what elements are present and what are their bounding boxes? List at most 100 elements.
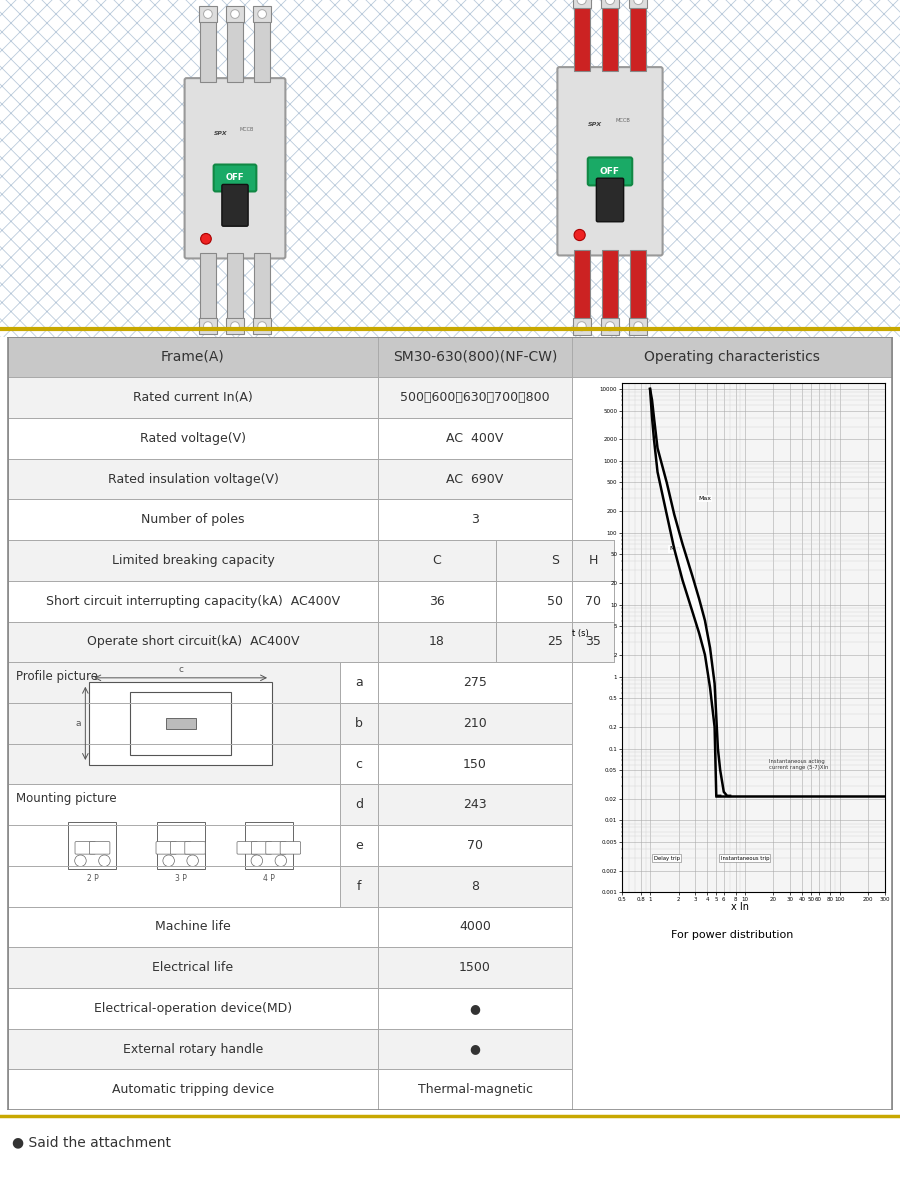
Bar (630, 249, 646, 320)
Text: Limited breaking capacity: Limited breaking capacity (112, 554, 274, 567)
Text: ●: ● (470, 1001, 481, 1014)
Bar (130, 692, 231, 755)
Bar (199, 6, 217, 22)
Bar (166, 718, 195, 729)
Text: Delay trip: Delay trip (653, 855, 680, 861)
Bar (340, 703, 378, 744)
Circle shape (203, 321, 212, 331)
Circle shape (577, 321, 586, 331)
Bar (378, 744, 572, 784)
Bar (496, 540, 614, 581)
FancyBboxPatch shape (184, 78, 285, 259)
Bar (378, 1029, 572, 1070)
Text: Min: Min (670, 547, 680, 552)
Text: 50: 50 (547, 595, 563, 608)
Bar (572, 540, 614, 581)
Circle shape (251, 855, 263, 867)
Text: SM30-630(800)(NF-CW): SM30-630(800)(NF-CW) (392, 350, 557, 364)
Bar (8, 458, 378, 500)
Text: External rotary handle: External rotary handle (123, 1043, 263, 1056)
Text: c: c (178, 665, 183, 674)
Bar (200, 15, 216, 83)
Bar (378, 663, 572, 703)
Text: 3 P: 3 P (175, 874, 186, 883)
Circle shape (577, 0, 586, 5)
Text: a: a (76, 719, 81, 727)
Text: Profile picture: Profile picture (16, 671, 98, 684)
Bar (601, 318, 619, 334)
Bar (572, 0, 590, 8)
Bar (8, 947, 378, 988)
Text: AC  690V: AC 690V (446, 472, 504, 485)
Bar (8, 337, 378, 377)
Text: ●: ● (470, 1043, 481, 1056)
Bar (8, 418, 378, 458)
Text: Frame(A): Frame(A) (161, 350, 225, 364)
Bar (378, 988, 572, 1029)
Bar (602, 249, 618, 320)
Text: Thermal-magnetic: Thermal-magnetic (418, 1083, 533, 1096)
FancyBboxPatch shape (156, 842, 176, 854)
Bar (340, 663, 378, 703)
Bar (68, 822, 116, 869)
Bar (8, 663, 340, 784)
Text: Mounting picture: Mounting picture (16, 792, 117, 805)
Bar (378, 866, 572, 907)
Bar (378, 1070, 572, 1110)
Text: Machine life: Machine life (155, 920, 231, 933)
Bar (378, 947, 572, 988)
Bar (378, 458, 572, 500)
Bar (255, 15, 270, 83)
Bar (630, 1, 646, 71)
Text: c: c (356, 757, 363, 770)
Bar (89, 681, 272, 765)
Bar (255, 253, 270, 320)
Text: MCCB: MCCB (239, 128, 254, 132)
Bar (8, 1029, 378, 1070)
Text: 70: 70 (585, 595, 601, 608)
Bar (340, 744, 378, 784)
Bar (8, 581, 378, 621)
FancyBboxPatch shape (597, 178, 624, 222)
Text: f: f (356, 880, 361, 893)
Text: Operate short circuit(kA)  AC400V: Operate short circuit(kA) AC400V (86, 635, 299, 648)
Bar (8, 988, 378, 1029)
Text: 2 P: 2 P (86, 874, 98, 883)
Bar (8, 621, 378, 663)
FancyBboxPatch shape (251, 842, 272, 854)
Bar (157, 822, 204, 869)
Text: AC  400V: AC 400V (446, 432, 504, 445)
Text: Automatic tripping device: Automatic tripping device (112, 1083, 274, 1096)
Bar (8, 784, 340, 907)
Text: 35: 35 (585, 635, 601, 648)
Bar (572, 318, 590, 334)
Bar (254, 318, 271, 334)
Text: H: H (589, 554, 598, 567)
Bar (378, 621, 496, 663)
Circle shape (203, 9, 212, 19)
Circle shape (634, 0, 643, 5)
Bar (378, 784, 572, 826)
Bar (199, 318, 217, 334)
FancyBboxPatch shape (75, 842, 95, 854)
Circle shape (201, 234, 212, 244)
Bar (378, 377, 572, 418)
Circle shape (99, 855, 110, 867)
Text: 243: 243 (464, 798, 487, 811)
Bar (254, 6, 271, 22)
Text: Rated insulation voltage(V): Rated insulation voltage(V) (108, 472, 278, 485)
Bar (496, 581, 614, 621)
Circle shape (257, 321, 266, 331)
Bar (245, 822, 292, 869)
Circle shape (606, 321, 615, 331)
Text: 25: 25 (547, 635, 562, 648)
Bar (8, 907, 378, 947)
Text: x In: x In (731, 901, 749, 912)
FancyBboxPatch shape (170, 842, 191, 854)
FancyBboxPatch shape (237, 842, 257, 854)
Text: Rated voltage(V): Rated voltage(V) (140, 432, 246, 445)
Circle shape (275, 855, 286, 867)
Text: Electrical-operation device(MD): Electrical-operation device(MD) (94, 1001, 292, 1014)
Bar (629, 318, 647, 334)
Bar (340, 784, 378, 826)
